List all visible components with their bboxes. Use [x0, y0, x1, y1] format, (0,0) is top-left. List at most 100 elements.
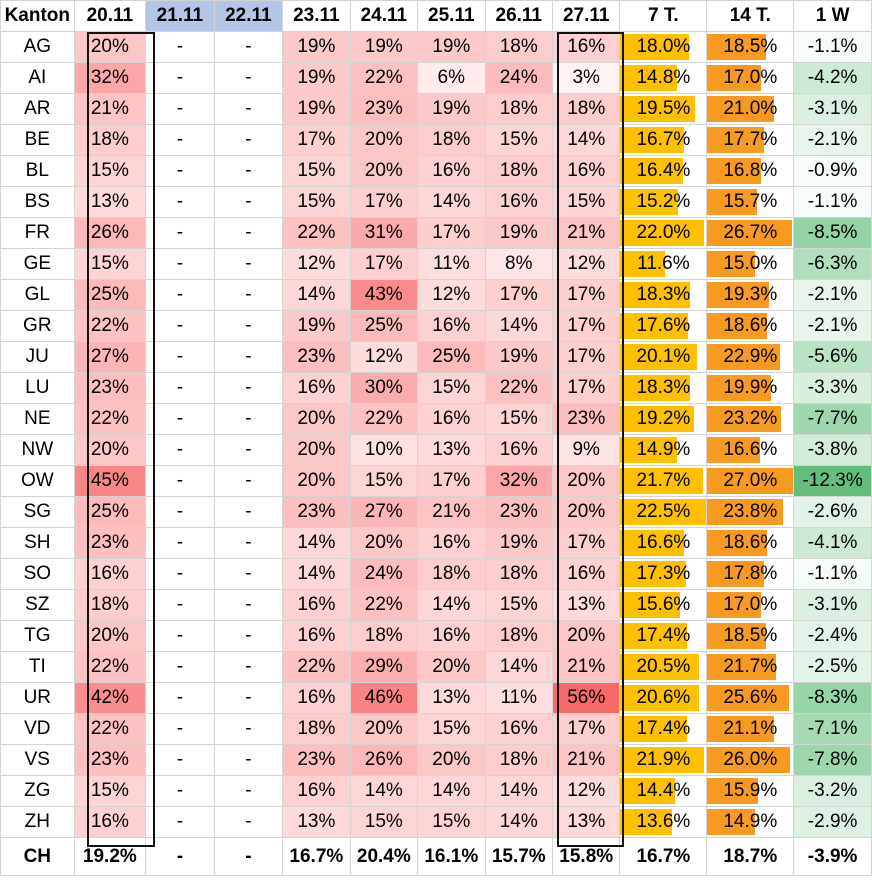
daily-rate-cell: 22% [73, 310, 147, 342]
daily-rate-cell: 15% [484, 124, 553, 156]
fourteen-day-bar [707, 437, 761, 463]
fourteen-day-cell: 22.9% [706, 341, 795, 373]
seven-day-label: 13.6% [636, 811, 691, 832]
fourteen-day-cell: 14.9% [706, 806, 795, 838]
fourteen-day-label: 17.0% [723, 594, 778, 615]
kanton-cell: JU [0, 341, 75, 373]
daily-rate-cell: 31% [349, 217, 419, 249]
daily-rate-cell: 20% [73, 620, 147, 652]
daily-rate-cell: - [145, 186, 215, 218]
table-row: AI 32% - -19% 22% 6% 24% 3% 14.8% 17.0% -4.2% [0, 62, 872, 94]
seven-day-cell: 14.8% [619, 62, 708, 94]
table-row: ZG 15% - -16% 14% 14% 14% 12% 14.4% 15.9% -3.2% [0, 775, 872, 807]
daily-rate-cell: - [145, 465, 215, 497]
fourteen-day-cell: 17.0% [706, 62, 795, 94]
one-week-change-cell: -7.7% [793, 403, 872, 435]
one-week-change-cell: -5.6% [793, 341, 872, 373]
fourteen-day-label: 18.6% [723, 315, 778, 336]
seven-day-bar [620, 406, 694, 432]
daily-rate-cell: 56% [551, 682, 621, 714]
seven-day-bar [620, 623, 687, 649]
seven-day-label: 17.6% [636, 315, 691, 336]
seven-day-cell: 16.7% [619, 124, 708, 156]
daily-rate-cell: - [145, 62, 215, 94]
daily-rate-cell: - [145, 651, 215, 683]
daily-rate-cell: 19% [484, 527, 553, 559]
table-row: SG 25% - -23% 27% 21% 23% 20% 22.5% 23.8% -2.6% [0, 496, 872, 528]
fourteen-day-bar [707, 96, 775, 122]
seven-day-cell: 20.5% [619, 651, 708, 683]
daily-rate-cell: 21% [551, 651, 621, 683]
fourteen-day-cell: 19.9% [706, 372, 795, 404]
seven-day-cell: 15.2% [619, 186, 708, 218]
daily-rate-cell: - [213, 558, 284, 590]
daily-rate-cell: 15% [349, 806, 419, 838]
kanton-cell: GE [0, 248, 75, 280]
daily-rate-cell: 20% [73, 434, 147, 466]
table-row: OW 45% - -20% 15% 17% 32% 20% 21.7% 27.0% -12.3% [0, 465, 872, 497]
daily-rate-cell: - [213, 341, 284, 373]
seven-day-cell: 22.0% [619, 217, 708, 249]
daily-rate-cell: 27% [73, 341, 147, 373]
kanton-cell: SH [0, 527, 75, 559]
seven-day-label: 19.2% [636, 408, 691, 429]
fourteen-day-bar [707, 623, 767, 649]
seven-day-cell: 20.6% [619, 682, 708, 714]
daily-rate-cell: 16% [551, 31, 621, 63]
daily-rate-cell: 15% [282, 155, 351, 187]
seven-day-bar [620, 375, 691, 401]
daily-rate-cell: 13% [282, 806, 351, 838]
daily-rate-cell: 19% [484, 217, 553, 249]
daily-rate-cell: 15% [417, 713, 486, 745]
daily-rate-cell: 17% [551, 527, 621, 559]
table-row: SO 16% - -14% 24% 18% 18% 16% 17.3% 17.8% -1.1% [0, 558, 872, 590]
daily-rate-cell: 25% [349, 310, 419, 342]
daily-rate-cell: 14% [282, 527, 351, 559]
kanton-cell: AG [0, 31, 75, 63]
daily-rate-cell: - [213, 775, 284, 807]
fourteen-day-cell: 27.0% [706, 465, 795, 497]
seven-day-bar [620, 685, 700, 711]
daily-rate-cell: - [213, 372, 284, 404]
seven-day-bar [620, 468, 704, 494]
kanton-cell: SG [0, 496, 75, 528]
daily-rate-cell: 14% [484, 775, 553, 807]
fourteen-day-cell: 16.8% [706, 155, 795, 187]
seven-day-label: 14.9% [636, 439, 691, 460]
fourteen-day-label: 14.9% [723, 811, 778, 832]
daily-rate-cell: - [213, 155, 284, 187]
fourteen-day-cell: 19.3% [706, 279, 795, 311]
fourteen-day-label: 19.3% [723, 284, 778, 305]
daily-rate-cell: 19% [417, 93, 486, 125]
fourteen-day-cell: 18.6% [706, 310, 795, 342]
seven-day-cell: 18.3% [619, 279, 708, 311]
daily-rate-cell: - [145, 837, 215, 876]
header-date: 22.11 [213, 0, 284, 32]
fourteen-day-cell: 26.0% [706, 744, 795, 776]
daily-rate-cell: 16% [484, 186, 553, 218]
table-row: BE 18% - -17% 20% 18% 15% 14% 16.7% 17.7% -2.1% [0, 124, 872, 156]
daily-rate-cell: - [213, 310, 284, 342]
seven-day-bar [620, 809, 673, 835]
daily-rate-cell: 14% [417, 589, 486, 621]
seven-day-label: 17.4% [636, 625, 691, 646]
fourteen-day-bar [707, 499, 784, 525]
seven-day-cell: 15.6% [619, 589, 708, 621]
table-row: SZ 18% - -16% 22% 14% 15% 13% 15.6% 17.0% -3.1% [0, 589, 872, 621]
fourteen-day-bar [707, 406, 782, 432]
kanton-cell: SO [0, 558, 75, 590]
daily-rate-cell: - [145, 403, 215, 435]
table-row: TI 22% - -22% 29% 20% 14% 21% 20.5% 21.7% -2.5% [0, 651, 872, 683]
table-row: NW 20% - -20% 10% 13% 16% 9% 14.9% 16.6% -3.8% [0, 434, 872, 466]
daily-rate-cell: 18% [73, 124, 147, 156]
fourteen-day-bar [707, 778, 758, 804]
one-week-change-cell: -8.3% [793, 682, 872, 714]
daily-rate-cell: 20% [551, 496, 621, 528]
daily-rate-cell: - [213, 403, 284, 435]
header-seven-day: 7 T. [619, 0, 708, 32]
one-week-change-cell: -0.9% [793, 155, 872, 187]
table-row: JU 27% - -23% 12% 25% 19% 17% 20.1% 22.9% -5.6% [0, 341, 872, 373]
daily-rate-cell: 14% [349, 775, 419, 807]
daily-rate-cell: 15% [282, 186, 351, 218]
seven-day-cell: 17.4% [619, 620, 708, 652]
